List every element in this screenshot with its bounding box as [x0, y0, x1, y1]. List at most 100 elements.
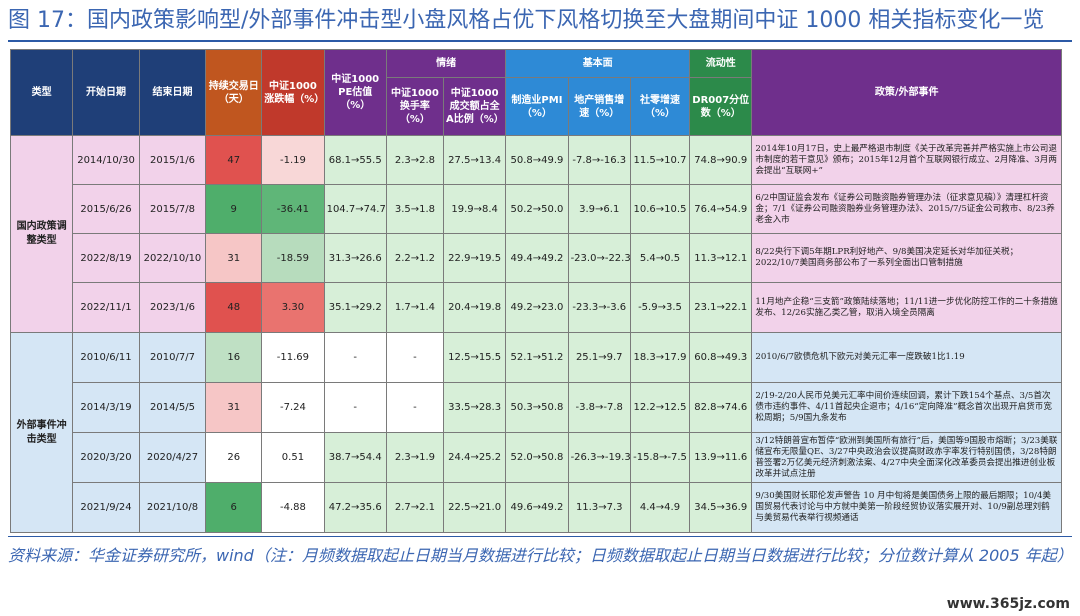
cell-property-sales: 11.3→7.3	[567, 482, 631, 533]
cell-pmi: 49.6→49.2	[505, 482, 569, 533]
cell-events: 2/19-2/20人民币兑美元汇率中间价连续回调，累计下跌154个基点、3/5首…	[751, 382, 1062, 433]
cell-trading-days: 9	[205, 184, 263, 234]
cell-pmi: 50.3→50.8	[505, 382, 569, 433]
indicator-table: 类型 开始日期 结束日期 持续交易日（天） 中证1000涨跌幅（%） 中证100…	[9, 49, 1062, 533]
cell-property-sales: -23.0→-22.3	[567, 233, 631, 283]
cell-turnover-share: 33.5→28.3	[442, 382, 507, 433]
cell-events: 9/30美国财长耶伦发声警告 10 月中旬将是美国债务上限的最后期限；10/4美…	[751, 482, 1062, 533]
header-group-sentiment: 情绪	[385, 49, 507, 78]
category-domestic: 国内政策调整类型	[9, 135, 74, 333]
cell-start-date: 2010/6/11	[72, 332, 140, 383]
header-trading-days: 持续交易日（天）	[205, 49, 263, 136]
cell-events: 8/22央行下调5年期LPR利好地产、9/8美国决定延长对华加征关税；2022/…	[751, 233, 1062, 283]
cell-turnover: -	[385, 332, 444, 383]
cell-index-change: -36.41	[261, 184, 325, 234]
cell-pe: 38.7→54.4	[323, 432, 387, 483]
title-divider	[8, 40, 1072, 42]
table-row: 2021/9/24 2021/10/8 6 -4.88 47.2→35.6 2.7→2.1…	[11, 482, 1062, 533]
cell-pmi: 52.0→50.8	[505, 432, 569, 483]
cell-trading-days: 31	[205, 233, 263, 283]
cell-events: 6/2中国证监会发布《证券公司融资融券管理办法（征求意见稿）》清理杠杆资金；7/…	[751, 184, 1062, 234]
table-row: 2014/3/19 2014/5/5 31 -7.24- -33.5→28.3 50.3→…	[11, 382, 1062, 433]
cell-index-change: -18.59	[261, 233, 325, 283]
cell-property-sales: -7.8→-16.3	[567, 135, 631, 185]
cell-retail-growth: 10.6→10.5	[629, 184, 691, 234]
table-body: 国内政策调整类型 2014/10/30 2015/1/6 47 -1.19 68.1→55…	[9, 135, 1062, 533]
header-dr007: DR007分位数（%）	[689, 77, 753, 136]
footer-divider	[8, 536, 1072, 537]
cell-turnover: 1.7→1.4	[385, 282, 444, 333]
cell-pmi: 50.8→49.9	[505, 135, 569, 185]
cell-property-sales: -26.3→-19.3	[567, 432, 631, 483]
header-group-fundamentals: 基本面	[505, 49, 691, 78]
cell-turnover-share: 22.5→21.0	[442, 482, 507, 533]
cell-property-sales: -23.3→-3.6	[567, 282, 631, 333]
watermark: www.365jz.com	[946, 596, 1070, 612]
cell-turnover: 2.7→2.1	[385, 482, 444, 533]
cell-retail-growth: 12.2→12.5	[629, 382, 691, 433]
table-row: 国内政策调整类型 2014/10/30 2015/1/6 47 -1.19 68.1→55…	[9, 135, 1062, 333]
cell-trading-days: 31	[205, 382, 263, 433]
cell-retail-growth: -15.8→-7.5	[629, 432, 691, 483]
cell-start-date: 2021/9/24	[72, 482, 140, 533]
cell-turnover-share: 12.5→15.5	[442, 332, 507, 383]
cell-index-change: -11.69	[261, 332, 325, 383]
cell-index-change: 3.30	[261, 282, 325, 333]
cell-index-change: -1.19	[261, 135, 325, 185]
cell-turnover-share: 20.4→19.8	[442, 282, 507, 333]
cell-pmi: 50.2→50.0	[505, 184, 569, 234]
cell-retail-growth: -5.9→3.5	[629, 282, 691, 333]
cell-trading-days: 16	[205, 332, 263, 383]
cell-events: 2010/6/7欧债危机下欧元对美元汇率一度跌破1比1.19	[751, 332, 1062, 383]
cell-pmi: 49.4→49.2	[505, 233, 569, 283]
header-start-date: 开始日期	[72, 49, 140, 136]
cell-end-date: 2023/1/6	[138, 282, 207, 333]
cell-dr007: 82.8→74.6	[689, 382, 753, 433]
cell-end-date: 2015/7/8	[138, 184, 207, 234]
cell-start-date: 2014/10/30	[72, 135, 140, 185]
cell-dr007: 23.1→22.1	[689, 282, 753, 333]
cell-start-date: 2022/8/19	[72, 233, 140, 283]
cell-trading-days: 26	[205, 432, 263, 483]
cell-trading-days: 6	[205, 482, 263, 533]
table-row: 外部事件冲击类型 2010/6/11 2010/7/7 16 -11.69- -12.5→…	[9, 332, 1062, 533]
cell-dr007: 13.9→11.6	[689, 432, 753, 483]
cell-pe: 31.3→26.6	[323, 233, 387, 283]
cell-pe: 68.1→55.5	[323, 135, 387, 185]
cell-end-date: 2014/5/5	[138, 382, 207, 433]
header-pmi: 制造业PMI（%）	[505, 77, 569, 136]
cell-end-date: 2022/10/10	[138, 233, 207, 283]
cell-turnover: 2.2→1.2	[385, 233, 444, 283]
cell-dr007: 11.3→12.1	[689, 233, 753, 283]
cell-property-sales: -3.8→-7.8	[567, 382, 631, 433]
cell-start-date: 2014/3/19	[72, 382, 140, 433]
header-pe-valuation: 中证1000 PE估值（%）	[323, 49, 387, 136]
cell-retail-growth: 4.4→4.9	[629, 482, 691, 533]
cell-turnover: 2.3→1.9	[385, 432, 444, 483]
cell-pe: -	[323, 382, 387, 433]
cell-pmi: 52.1→51.2	[505, 332, 569, 383]
cell-retail-growth: 5.4→0.5	[629, 233, 691, 283]
cell-property-sales: 25.1→9.7	[567, 332, 631, 383]
table-row: 2022/11/1 2023/1/6 48 3.30 35.1→29.2 1.7→1.4 2…	[11, 282, 1062, 333]
table-row: 2015/6/26 2015/7/8 9 -36.41 104.7→74.7 3.5→1.…	[11, 184, 1062, 234]
cell-pe: 104.7→74.7	[323, 184, 387, 234]
cell-start-date: 2022/11/1	[72, 282, 140, 333]
cell-events: 2014年10月17日，史上最严格退市制度《关于改革完善并严格实施上市公司退市制…	[751, 135, 1062, 185]
header-events: 政策/外部事件	[751, 49, 1062, 136]
source-note: 资料来源：华金证券研究所，wind（注：月频数据取起止日期当月数据进行比较；日频…	[8, 546, 1073, 565]
cell-dr007: 76.4→54.9	[689, 184, 753, 234]
cell-property-sales: 3.9→6.1	[567, 184, 631, 234]
cell-pe: 35.1→29.2	[323, 282, 387, 333]
cell-index-change: 0.51	[261, 432, 325, 483]
cell-end-date: 2021/10/8	[138, 482, 207, 533]
page-title: 图 17：国内政策影响型/外部事件冲击型小盘风格占优下风格切换至大盘期间中证 1…	[8, 8, 1045, 33]
cell-trading-days: 47	[205, 135, 263, 185]
category-external: 外部事件冲击类型	[9, 332, 74, 533]
cell-dr007: 60.8→49.3	[689, 332, 753, 383]
cell-end-date: 2015/1/6	[138, 135, 207, 185]
cell-turnover-share: 22.9→19.5	[442, 233, 507, 283]
cell-turnover-share: 19.9→8.4	[442, 184, 507, 234]
cell-retail-growth: 18.3→17.9	[629, 332, 691, 383]
header-turnover-share: 中证1000成交额占全A比例（%）	[442, 77, 507, 136]
